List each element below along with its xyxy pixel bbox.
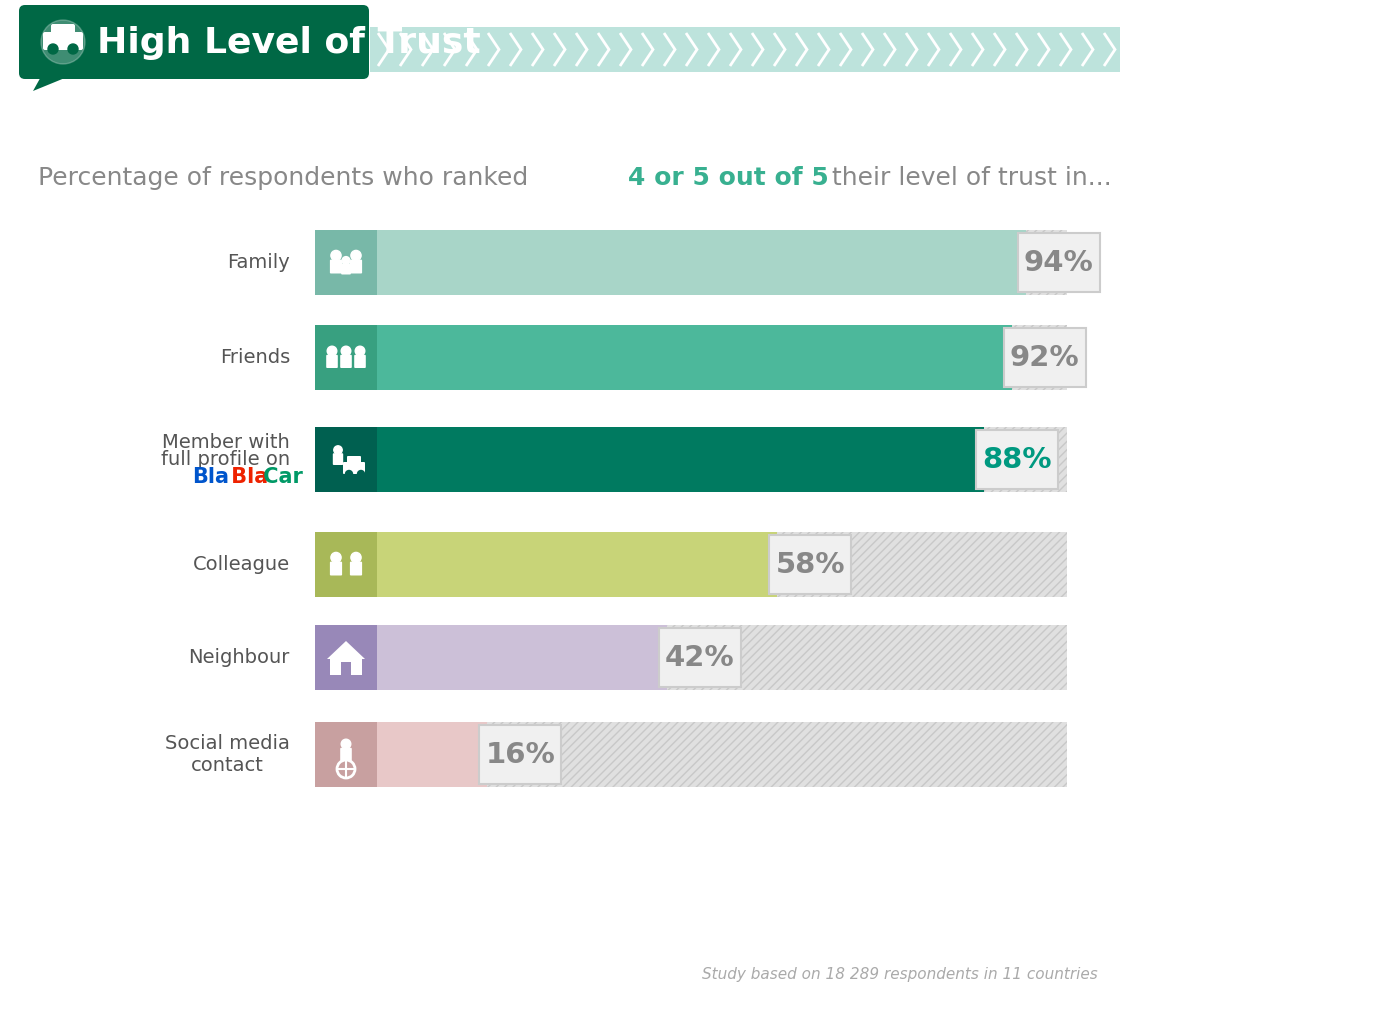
FancyBboxPatch shape xyxy=(329,260,342,274)
Polygon shape xyxy=(34,74,77,92)
FancyBboxPatch shape xyxy=(377,625,667,690)
FancyBboxPatch shape xyxy=(315,625,377,690)
Text: Percentage of respondents who ranked: Percentage of respondents who ranked xyxy=(38,166,536,190)
Text: Car: Car xyxy=(255,467,303,486)
Circle shape xyxy=(47,45,59,55)
FancyBboxPatch shape xyxy=(479,725,561,784)
FancyBboxPatch shape xyxy=(315,325,377,390)
Text: Colleague: Colleague xyxy=(193,555,290,574)
FancyBboxPatch shape xyxy=(1018,233,1100,292)
FancyBboxPatch shape xyxy=(659,628,741,687)
Circle shape xyxy=(357,471,364,478)
FancyBboxPatch shape xyxy=(976,430,1058,489)
FancyBboxPatch shape xyxy=(327,356,338,369)
Circle shape xyxy=(350,251,362,261)
FancyBboxPatch shape xyxy=(343,463,364,475)
Text: Study based on 18 289 respondents in 11 countries: Study based on 18 289 respondents in 11 … xyxy=(702,967,1097,981)
FancyBboxPatch shape xyxy=(332,453,343,466)
Circle shape xyxy=(331,251,341,261)
Circle shape xyxy=(40,21,85,65)
Text: 92%: 92% xyxy=(1009,343,1079,372)
Circle shape xyxy=(341,346,350,357)
Circle shape xyxy=(355,346,364,357)
Text: 16%: 16% xyxy=(486,740,556,768)
FancyBboxPatch shape xyxy=(769,535,852,594)
FancyBboxPatch shape xyxy=(377,532,778,597)
FancyBboxPatch shape xyxy=(377,721,1067,787)
FancyBboxPatch shape xyxy=(341,356,352,369)
FancyBboxPatch shape xyxy=(315,427,377,492)
Text: Member with: Member with xyxy=(162,433,290,452)
FancyBboxPatch shape xyxy=(329,562,342,576)
FancyBboxPatch shape xyxy=(377,721,487,787)
Text: 94%: 94% xyxy=(1023,249,1093,277)
Circle shape xyxy=(342,258,350,265)
FancyBboxPatch shape xyxy=(341,748,352,761)
FancyBboxPatch shape xyxy=(348,457,362,467)
FancyBboxPatch shape xyxy=(350,260,362,274)
FancyBboxPatch shape xyxy=(1004,328,1086,387)
Polygon shape xyxy=(327,641,364,659)
Text: 58%: 58% xyxy=(775,550,845,579)
Text: Friends: Friends xyxy=(219,348,290,367)
Text: Bla: Bla xyxy=(193,467,229,486)
Text: Neighbour: Neighbour xyxy=(188,648,290,666)
FancyBboxPatch shape xyxy=(377,532,1067,597)
FancyBboxPatch shape xyxy=(377,325,1012,390)
FancyBboxPatch shape xyxy=(377,427,1067,492)
FancyBboxPatch shape xyxy=(377,230,1026,296)
Text: 4 or 5 out of 5: 4 or 5 out of 5 xyxy=(628,166,829,190)
FancyBboxPatch shape xyxy=(43,33,82,51)
FancyBboxPatch shape xyxy=(377,325,1067,390)
FancyBboxPatch shape xyxy=(355,356,366,369)
Text: Bla: Bla xyxy=(223,467,268,486)
Circle shape xyxy=(341,740,350,749)
Circle shape xyxy=(350,553,362,564)
Circle shape xyxy=(345,471,353,478)
Text: High Level of Trust: High Level of Trust xyxy=(96,25,480,60)
FancyBboxPatch shape xyxy=(377,427,984,492)
FancyBboxPatch shape xyxy=(370,28,1120,73)
Text: 42%: 42% xyxy=(664,643,734,672)
Text: Family: Family xyxy=(228,254,290,272)
Circle shape xyxy=(68,45,78,55)
FancyBboxPatch shape xyxy=(341,264,350,275)
FancyBboxPatch shape xyxy=(377,625,1067,690)
Text: their level of trust in...: their level of trust in... xyxy=(824,166,1111,190)
FancyBboxPatch shape xyxy=(350,562,362,576)
FancyBboxPatch shape xyxy=(315,532,377,597)
Text: 88%: 88% xyxy=(983,445,1053,474)
Text: full profile on: full profile on xyxy=(161,450,290,469)
FancyBboxPatch shape xyxy=(20,6,369,79)
Text: Social media
contact: Social media contact xyxy=(165,734,290,774)
FancyBboxPatch shape xyxy=(315,721,377,787)
Circle shape xyxy=(327,346,336,357)
Circle shape xyxy=(334,446,342,454)
FancyBboxPatch shape xyxy=(341,662,350,676)
FancyBboxPatch shape xyxy=(52,25,75,39)
Circle shape xyxy=(331,553,341,564)
FancyBboxPatch shape xyxy=(329,657,362,676)
FancyBboxPatch shape xyxy=(315,230,377,296)
FancyBboxPatch shape xyxy=(377,230,1067,296)
